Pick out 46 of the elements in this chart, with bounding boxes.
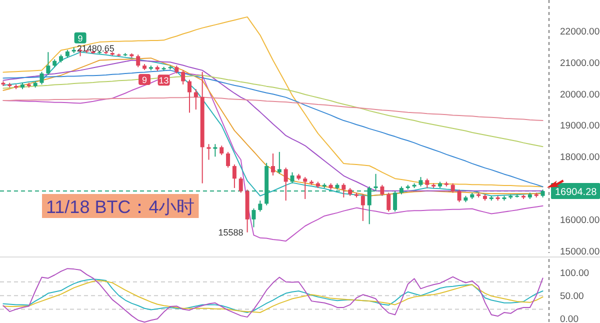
y-tick-label: 22000.00: [560, 26, 600, 38]
annotation: 9: [142, 75, 148, 85]
annotation: 9: [78, 33, 83, 44]
candlestick: [238, 176, 243, 194]
candlestick: [303, 176, 308, 200]
annotation: 11/18 BTC：4小时: [46, 197, 195, 217]
candlestick: [136, 54, 140, 68]
candlestick: [284, 167, 288, 202]
candlestick: [386, 192, 391, 212]
candlestick: [188, 79, 192, 114]
candlestick: [226, 151, 230, 168]
candlestick: [46, 52, 50, 76]
candlestick: [206, 144, 211, 160]
candlestick: [232, 164, 236, 189]
candlestick: [290, 172, 294, 184]
y-tick-label: 16000.00: [560, 214, 600, 226]
candlestick: [277, 151, 282, 174]
annotation: 21480.65: [76, 43, 114, 54]
ref-line-label: 16904.28: [555, 187, 598, 198]
annotation: 13: [158, 76, 169, 86]
y-tick-label: 18000.00: [560, 152, 600, 164]
line-series: [2, 268, 544, 323]
candlestick: [194, 88, 198, 110]
candlestick: [457, 189, 462, 203]
candlestick: [258, 200, 262, 212]
candlestick: [271, 152, 275, 176]
candlestick: [425, 178, 430, 189]
y-tick-label: 100.00: [560, 268, 590, 280]
candlestick: [220, 145, 224, 156]
candlestick: [252, 208, 256, 228]
y-tick-label: 0.00: [560, 314, 578, 323]
candlestick: [380, 184, 384, 196]
candlestick: [393, 190, 398, 212]
line-series: [2, 16, 544, 188]
candlestick: [418, 176, 423, 187]
candlestick: [213, 144, 218, 158]
y-tick-label: 20000.00: [560, 89, 600, 100]
y-tick-label: 21000.00: [560, 58, 600, 69]
annotation: 15588: [218, 227, 244, 238]
candlestick: [450, 182, 455, 194]
candlestick: [342, 182, 346, 198]
candlestick: [181, 70, 186, 85]
y-tick-label: 15000.00: [560, 246, 600, 258]
y-tick-label: 50.00: [560, 291, 584, 302]
y-tick-label: 19000.00: [560, 120, 600, 132]
candlestick: [360, 194, 365, 222]
